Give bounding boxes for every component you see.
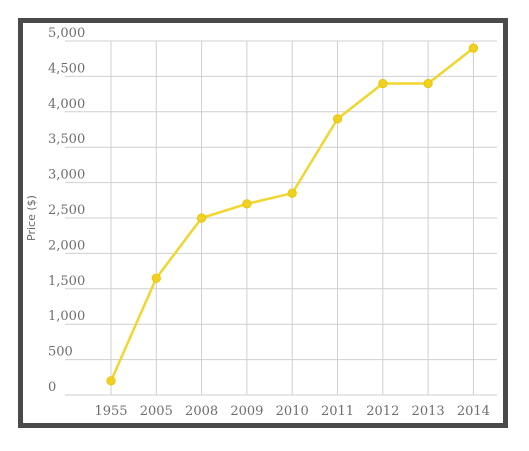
data-point xyxy=(287,188,297,198)
y-axis-title: Price ($) xyxy=(25,195,38,241)
y-tick-label: 2,500 xyxy=(48,203,85,218)
data-point xyxy=(468,43,478,53)
x-tick-label: 2009 xyxy=(230,404,263,419)
x-tick-label: 1955 xyxy=(94,404,127,419)
x-tick-label: 2008 xyxy=(185,404,218,419)
x-tick-label: 2005 xyxy=(140,404,173,419)
x-tick-label: 2013 xyxy=(412,404,445,419)
y-tick-label: 1,000 xyxy=(48,309,85,324)
y-tick-label: 0 xyxy=(48,380,56,395)
y-tick-label: 4,500 xyxy=(48,61,85,76)
y-tick-label: 2,000 xyxy=(48,238,85,253)
x-tick-label: 2012 xyxy=(366,404,399,419)
data-point xyxy=(106,376,116,386)
y-tick-label: 5,000 xyxy=(48,26,85,41)
y-tick-label: 4,000 xyxy=(48,97,85,112)
y-tick-label: 3,000 xyxy=(48,168,85,183)
data-point xyxy=(151,273,161,283)
x-tick-label: 2014 xyxy=(457,404,490,419)
y-tick-label: 3,500 xyxy=(48,132,85,147)
grid-layer xyxy=(65,40,497,396)
y-tick-labels: 0 500 1,000 1,500 2,000 2,500 3,000 3,500 4,000 4… xyxy=(48,26,85,395)
series-layer xyxy=(106,43,478,386)
y-tick-label: 500 xyxy=(48,345,73,360)
data-point xyxy=(197,213,207,223)
y-tick-label: 1,500 xyxy=(48,274,85,289)
x-tick-label: 2011 xyxy=(321,404,354,419)
data-point xyxy=(378,78,388,89)
data-point xyxy=(332,114,343,124)
data-point xyxy=(423,78,433,89)
x-tick-label: 2010 xyxy=(276,404,309,419)
data-point xyxy=(242,199,252,209)
x-tick-labels: 1955 2005 2008 2009 2010 2011 2012 2013 2014 xyxy=(94,404,489,419)
